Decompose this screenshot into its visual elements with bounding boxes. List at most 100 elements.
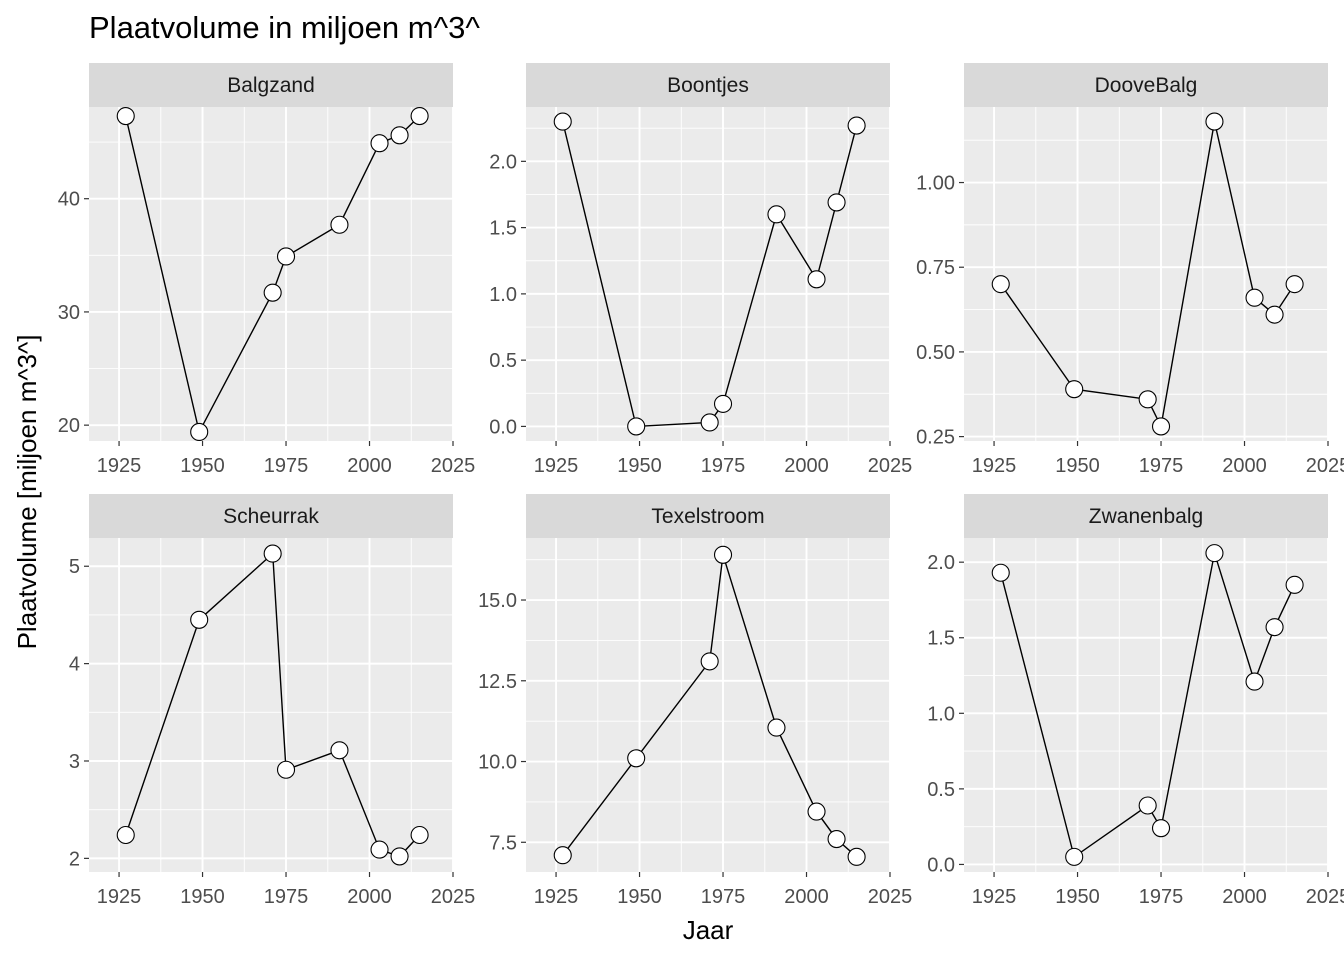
data-point (767, 718, 786, 737)
y-tick-label: 12.5 (478, 671, 517, 693)
x-tick-label: 1925 (534, 886, 579, 908)
y-tick-label: 2.0 (489, 151, 517, 173)
data-point (627, 749, 646, 768)
data-point (553, 112, 572, 131)
y-tick-label: 0.75 (916, 257, 955, 279)
panel-background (89, 107, 453, 441)
data-point (190, 422, 209, 441)
data-point (847, 116, 866, 135)
data-point (807, 270, 826, 289)
data-point (713, 545, 733, 564)
data-point (627, 417, 646, 436)
facet-label: Scheurrak (223, 505, 319, 528)
panel-background (526, 107, 890, 441)
y-axis-title: Plaatvolume [miljoen m^3^] (12, 335, 42, 650)
data-point (330, 215, 349, 234)
x-tick-label: 1925 (97, 886, 142, 908)
facet-strip (964, 494, 1328, 538)
x-axis-title: Jaar (683, 915, 734, 945)
facet-label: Texelstroom (651, 505, 764, 528)
x-tick-label: 1950 (617, 886, 662, 908)
data-point (827, 830, 846, 849)
facet-label: Zwanenbalg (1089, 505, 1203, 528)
y-tick-label: 1.0 (489, 284, 517, 306)
x-tick-label: 1950 (617, 455, 662, 477)
data-point (553, 846, 572, 865)
facet-strip (89, 63, 453, 107)
x-tick-label: 1925 (972, 455, 1017, 477)
panel-background (964, 107, 1328, 441)
data-point (700, 652, 719, 671)
x-tick-label: 2000 (1222, 886, 1267, 908)
x-tick-label: 2025 (431, 455, 476, 477)
x-tick-label: 2000 (1222, 455, 1267, 477)
data-point (991, 563, 1010, 582)
data-point (827, 193, 846, 212)
x-tick-label: 1950 (180, 886, 225, 908)
panel-background (526, 538, 890, 872)
data-point (370, 134, 389, 153)
data-point (330, 741, 349, 760)
x-tick-label: 2025 (431, 886, 476, 908)
data-point (263, 544, 282, 563)
x-tick-label: 1975 (701, 886, 746, 908)
data-point (276, 247, 296, 266)
facet-strip (526, 63, 890, 107)
data-point (1205, 544, 1224, 563)
chart-title: Plaatvolume in miljoen m^3^ (89, 10, 480, 45)
data-point (1065, 847, 1084, 866)
facet-label: DooveBalg (1095, 74, 1198, 97)
facet-label: Boontjes (667, 74, 749, 97)
y-tick-label: 0.0 (489, 416, 517, 438)
x-tick-label: 2000 (784, 886, 829, 908)
x-tick-label: 2000 (347, 886, 392, 908)
y-tick-label: 2 (69, 848, 80, 870)
data-point (713, 394, 733, 413)
data-point (1265, 618, 1284, 637)
x-tick-label: 1950 (1055, 886, 1100, 908)
data-point (116, 825, 135, 845)
y-tick-label: 0.0 (927, 854, 955, 876)
y-tick-label: 0.50 (916, 342, 955, 364)
y-tick-label: 30 (58, 302, 80, 324)
y-tick-label: 2.0 (927, 552, 955, 574)
y-tick-label: 1.5 (927, 628, 955, 650)
data-point (991, 275, 1010, 294)
series-line (1000, 552, 1296, 859)
y-tick-label: 1.0 (927, 703, 955, 725)
data-point (370, 840, 389, 859)
y-tick-label: 15.0 (478, 590, 517, 612)
x-tick-label: 1975 (701, 455, 746, 477)
y-tick-label: 3 (69, 751, 80, 773)
data-point (190, 610, 209, 629)
data-point (1205, 112, 1224, 131)
x-tick-label: 2000 (784, 455, 829, 477)
data-point (1245, 288, 1264, 307)
series-line (562, 121, 858, 428)
y-tick-label: 0.5 (927, 779, 955, 801)
x-tick-label: 1950 (180, 455, 225, 477)
x-tick-label: 2025 (1306, 886, 1344, 908)
panel-background (89, 538, 453, 872)
data-point (1151, 417, 1171, 436)
y-tick-label: 7.5 (489, 832, 517, 854)
y-tick-label: 1.5 (489, 218, 517, 240)
data-point (807, 802, 826, 821)
x-tick-label: 2025 (868, 886, 913, 908)
facet-strip (964, 63, 1328, 107)
data-point (700, 413, 719, 432)
facet-strip (89, 494, 453, 538)
data-point (767, 205, 786, 224)
x-tick-label: 1975 (264, 886, 309, 908)
x-tick-label: 2025 (868, 455, 913, 477)
x-tick-label: 1950 (1055, 455, 1100, 477)
x-tick-label: 2025 (1306, 455, 1344, 477)
y-tick-label: 20 (58, 415, 80, 437)
data-point (1065, 380, 1084, 399)
y-tick-label: 4 (69, 654, 80, 676)
data-point (1285, 575, 1304, 594)
data-point (276, 760, 296, 779)
data-point (116, 107, 135, 126)
x-tick-label: 1975 (264, 455, 309, 477)
